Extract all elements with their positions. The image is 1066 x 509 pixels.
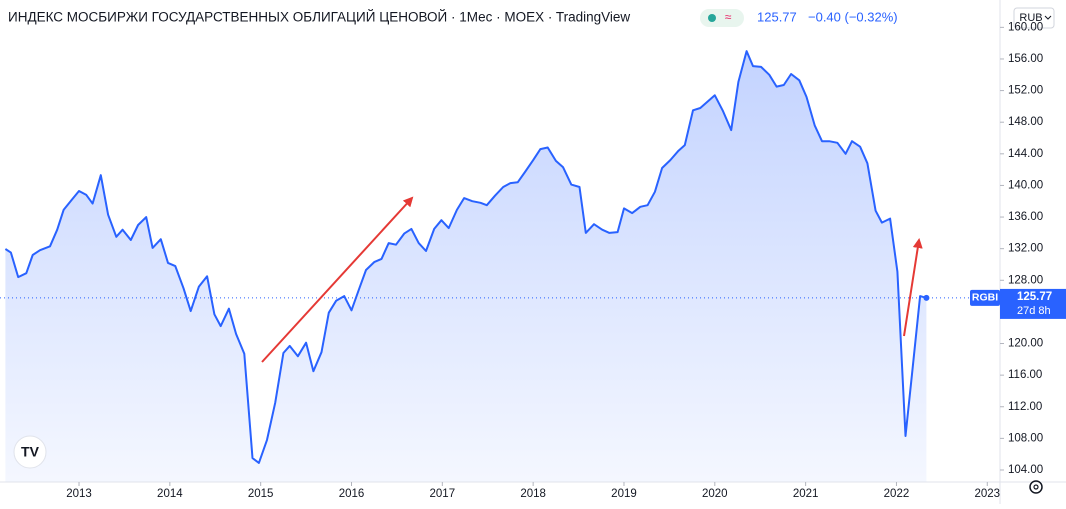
x-tick-label: 2019 <box>611 488 637 500</box>
plot-area <box>0 50 1000 482</box>
y-tick-label: 160.00 <box>1008 21 1043 33</box>
y-tick-label: 128.00 <box>1008 274 1043 286</box>
price-tag-countdown: 27d 8h <box>1017 305 1051 317</box>
last-price: 125.77 <box>757 9 797 24</box>
symbol-tag-bg <box>970 289 1000 306</box>
status-icon: ≈ <box>725 10 732 24</box>
currency-caret[interactable] <box>1044 15 1052 20</box>
gear[interactable] <box>1029 480 1043 494</box>
currency-label[interactable]: RUB <box>1019 12 1042 24</box>
status-pill: ≈ <box>700 9 744 27</box>
x-tick-label: 2015 <box>248 488 274 500</box>
annotation-arrow <box>903 238 923 337</box>
symbol-tag: RGBI <box>972 292 998 304</box>
settings-button[interactable] <box>1029 480 1043 494</box>
x-tick-label: 2018 <box>520 488 546 500</box>
price-tag-value: 125.77 <box>1017 291 1052 303</box>
y-tick-label: 132.00 <box>1008 243 1043 255</box>
gear-center[interactable] <box>1033 484 1039 490</box>
y-tick-label: 144.00 <box>1008 148 1043 160</box>
y-tick-label: 152.00 <box>1008 85 1043 97</box>
currency-button[interactable]: RUB <box>1013 7 1055 29</box>
pill-bg <box>700 9 744 27</box>
price-tag-bg <box>1000 288 1066 319</box>
x-tick-label: 2014 <box>157 488 183 500</box>
y-tick-label: 140.00 <box>1008 179 1043 191</box>
x-tick-label: 2017 <box>430 488 456 500</box>
price-change: −0.40 (−0.32%) <box>808 9 898 24</box>
y-tick-label: 108.00 <box>1008 432 1043 444</box>
x-tick-label: 2023 <box>974 488 1000 500</box>
x-tick-label: 2022 <box>884 488 910 500</box>
y-tick-label: 148.00 <box>1008 116 1043 128</box>
y-tick-label: 116.00 <box>1008 369 1042 381</box>
x-tick-label: 2020 <box>702 488 728 500</box>
currency-box[interactable] <box>1013 7 1055 29</box>
status-dot <box>708 14 716 22</box>
tv-logo[interactable]: TV <box>13 435 47 469</box>
y-tick-label: 120.00 <box>1008 338 1043 350</box>
chart-title: ИНДЕКС МОСБИРЖИ ГОСУДАРСТВЕННЫХ ОБЛИГАЦИ… <box>8 10 630 25</box>
y-tick-label: 112.00 <box>1008 401 1042 413</box>
x-tick-label: 2016 <box>339 488 365 500</box>
price-line <box>4 50 927 464</box>
y-tick-label: 136.00 <box>1008 211 1043 223</box>
y-tick-label: 104.00 <box>1008 464 1043 476</box>
axes: 104.00108.00112.00116.00120.00124.00128.… <box>66 21 1066 500</box>
annotation-arrow <box>261 196 414 363</box>
x-tick-label: 2021 <box>793 488 819 500</box>
x-tick-label: 2013 <box>66 488 92 500</box>
area-fill <box>5 51 927 482</box>
y-tick-label: 156.00 <box>1008 53 1043 65</box>
logo-bg[interactable] <box>13 435 47 469</box>
logo-mark[interactable]: TV <box>21 444 40 460</box>
last-point <box>923 294 930 301</box>
